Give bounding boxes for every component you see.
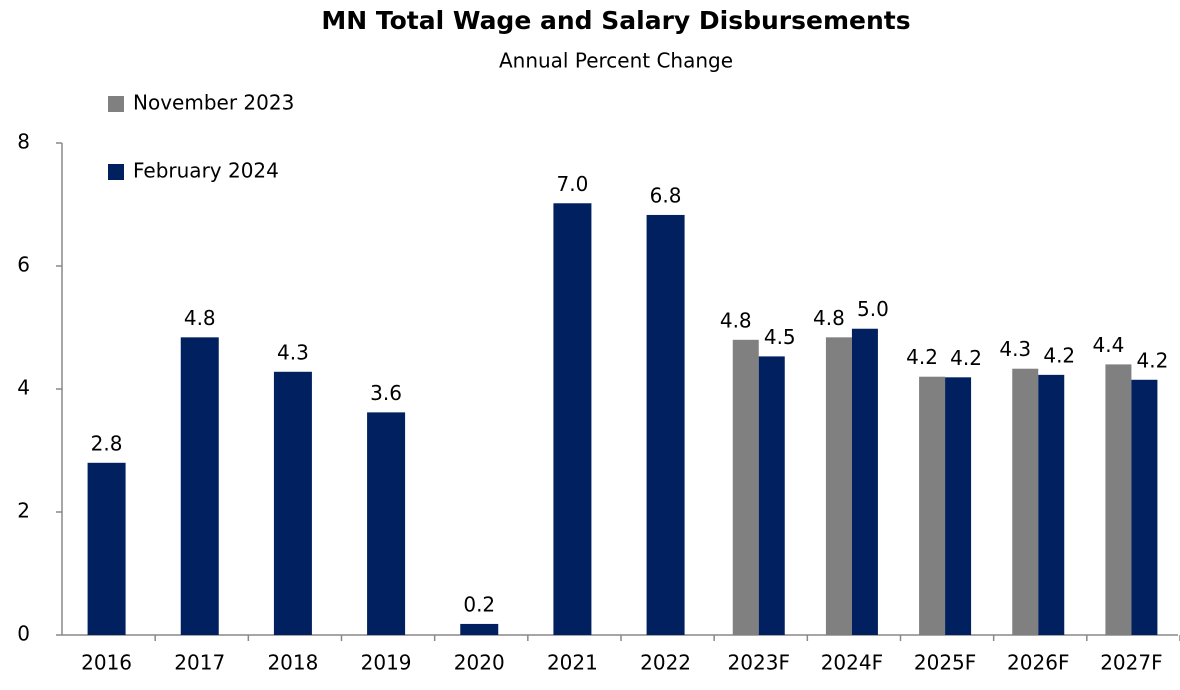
value-label: 4.3 bbox=[999, 337, 1031, 361]
value-label: 4.8 bbox=[813, 306, 845, 330]
value-label: 7.0 bbox=[557, 172, 589, 196]
bar bbox=[553, 203, 592, 635]
value-label: 4.5 bbox=[764, 325, 796, 349]
x-tick-label: 2022 bbox=[640, 651, 691, 675]
x-tick-label: 2018 bbox=[267, 651, 318, 675]
y-tick-label: 2 bbox=[17, 499, 30, 523]
bar bbox=[945, 377, 972, 635]
legend-label: November 2023 bbox=[133, 91, 294, 115]
value-label: 4.3 bbox=[277, 340, 309, 364]
x-tick-label: 2025F bbox=[914, 651, 976, 675]
chart-subtitle: Annual Percent Change bbox=[499, 49, 733, 73]
bar bbox=[646, 214, 685, 635]
value-label: 4.2 bbox=[906, 345, 938, 369]
value-label: 3.6 bbox=[370, 381, 402, 405]
bar bbox=[1038, 374, 1065, 635]
value-label: 4.2 bbox=[1137, 348, 1169, 372]
x-tick-label: 2026F bbox=[1007, 651, 1069, 675]
value-label: 6.8 bbox=[650, 183, 682, 207]
chart-title: MN Total Wage and Salary Disbursements bbox=[321, 6, 910, 35]
bar bbox=[87, 462, 126, 635]
legend-label: February 2024 bbox=[133, 159, 279, 183]
bar bbox=[460, 623, 499, 635]
bar bbox=[732, 339, 759, 635]
x-tick-label: 2020 bbox=[454, 651, 505, 675]
bar bbox=[1012, 368, 1039, 635]
value-label: 2.8 bbox=[91, 431, 123, 455]
x-tick-label: 2023F bbox=[728, 651, 790, 675]
x-tick-label: 2017 bbox=[174, 651, 225, 675]
x-tick-label: 2021 bbox=[547, 651, 598, 675]
value-label: 4.8 bbox=[720, 308, 752, 332]
bar bbox=[919, 376, 946, 635]
y-tick-label: 4 bbox=[17, 376, 30, 400]
bar bbox=[851, 328, 878, 635]
value-label: 4.2 bbox=[1043, 343, 1075, 367]
bar bbox=[758, 356, 785, 635]
bar bbox=[825, 337, 852, 635]
bar bbox=[367, 412, 406, 635]
y-tick-label: 6 bbox=[17, 253, 30, 277]
value-label: 4.8 bbox=[184, 306, 216, 330]
x-tick-label: 2027F bbox=[1100, 651, 1162, 675]
x-tick-label: 2024F bbox=[821, 651, 883, 675]
y-tick-label: 8 bbox=[17, 130, 30, 154]
bar bbox=[273, 371, 312, 635]
y-tick-label: 0 bbox=[17, 622, 30, 646]
value-label: 0.2 bbox=[463, 592, 495, 616]
value-label: 5.0 bbox=[857, 297, 889, 321]
bar bbox=[180, 337, 219, 635]
bar bbox=[1105, 364, 1132, 635]
bar bbox=[1131, 379, 1158, 635]
value-label: 4.4 bbox=[1093, 333, 1125, 357]
value-label: 4.2 bbox=[950, 346, 982, 370]
legend-swatch bbox=[108, 164, 124, 180]
x-tick-label: 2016 bbox=[81, 651, 132, 675]
x-tick-label: 2019 bbox=[361, 651, 412, 675]
legend-swatch bbox=[108, 96, 124, 112]
